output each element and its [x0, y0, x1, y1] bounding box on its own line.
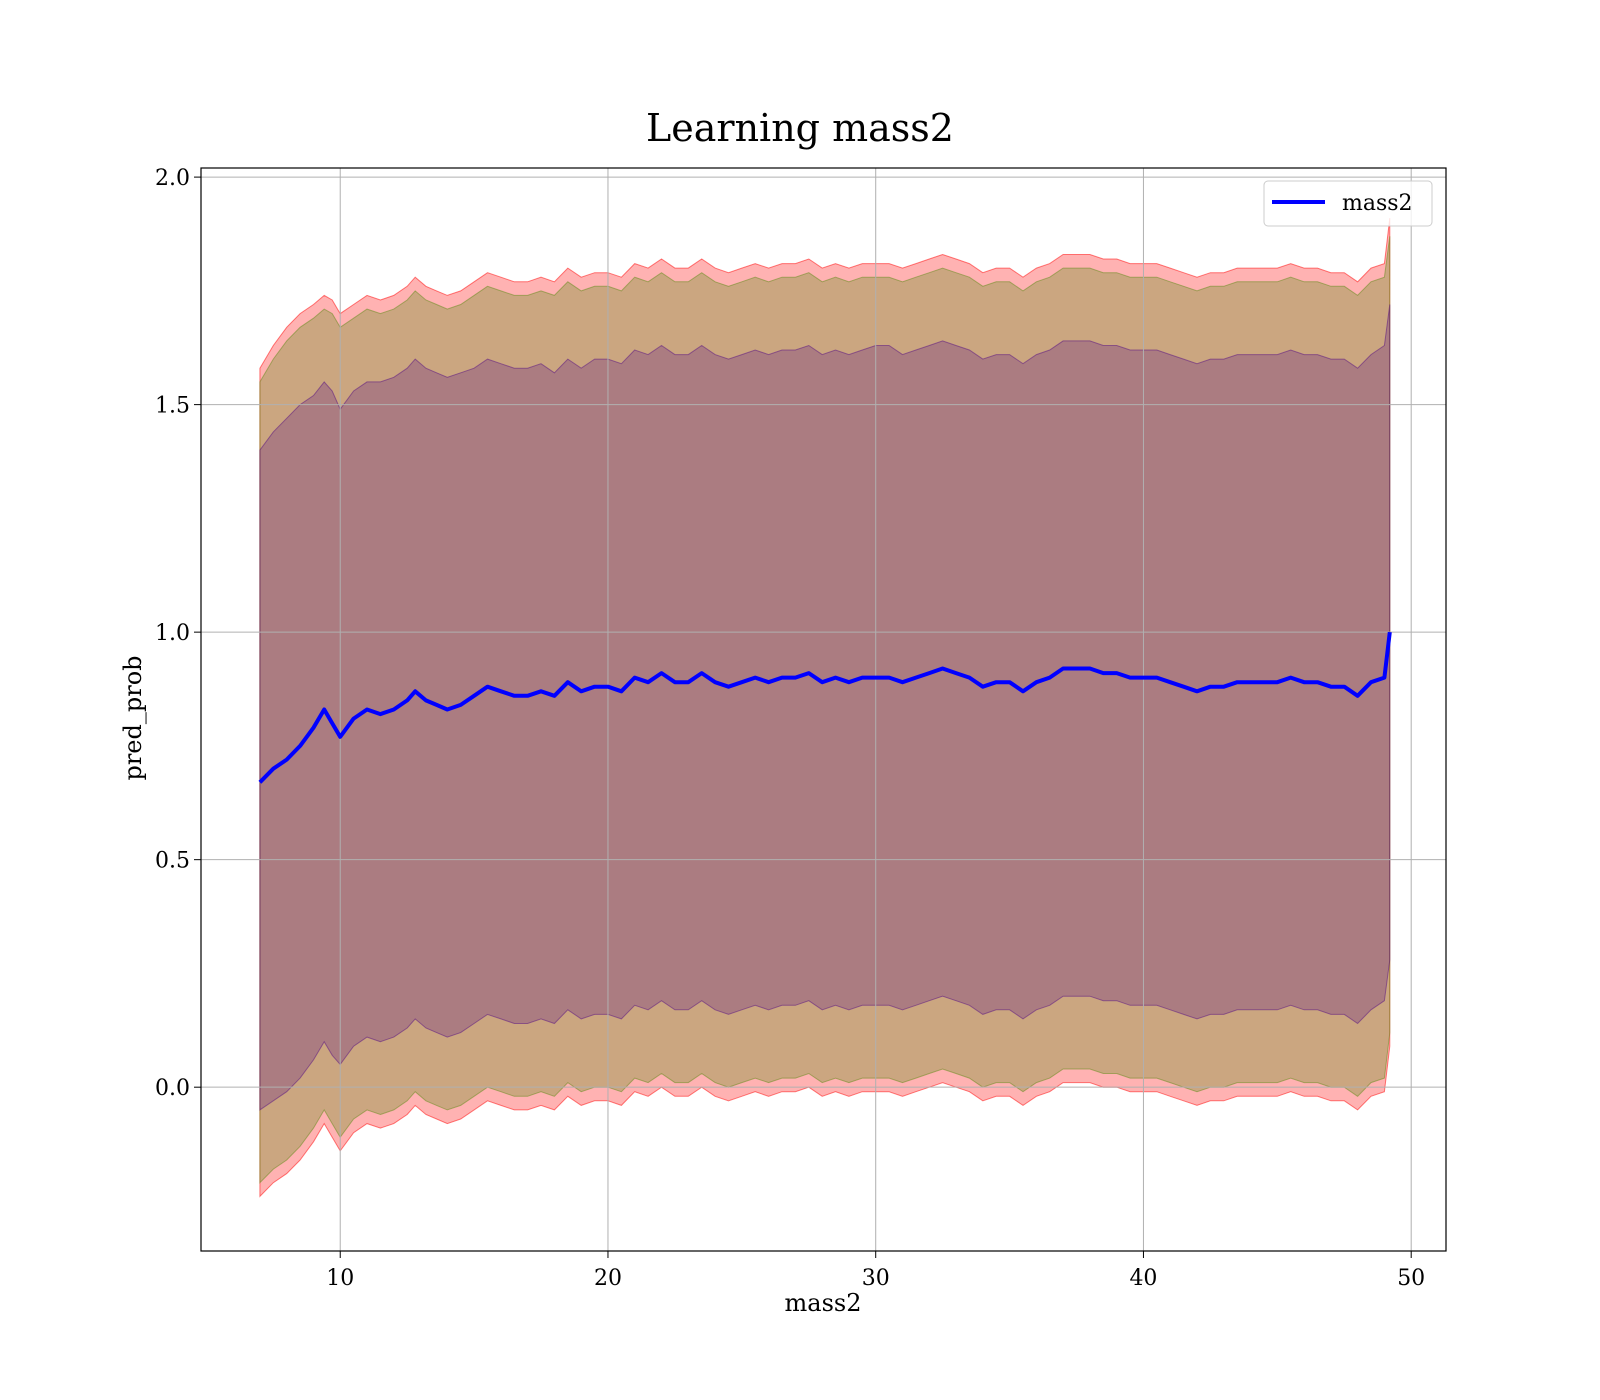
legend-box — [1263, 180, 1433, 227]
legend-entry-mass2: mass2 — [1342, 191, 1413, 216]
band-2 — [259, 304, 1391, 1111]
band-0 — [259, 218, 1391, 1198]
series-line-mass2 — [258, 631, 1392, 784]
x-tick-label: 10 — [326, 1266, 354, 1291]
y-tick-label: 1.0 — [155, 621, 190, 646]
band-1 — [259, 236, 1391, 1184]
y-tick-label: 1.5 — [155, 394, 190, 419]
series-lines — [258, 631, 1392, 784]
y-tick-label: 0.0 — [155, 1076, 190, 1101]
legend: mass2 — [1263, 180, 1433, 227]
confidence-bands — [259, 218, 1391, 1198]
y-axis-label: pred_prob — [119, 655, 147, 780]
chart-title: Learning mass2 — [646, 106, 954, 150]
x-tick-label: 40 — [1129, 1266, 1157, 1291]
x-axis-label: mass2 — [785, 1289, 862, 1317]
y-tick-label: 2.0 — [155, 166, 190, 191]
x-tick-label: 20 — [594, 1266, 622, 1291]
grid — [201, 168, 1446, 1251]
axes-frame — [200, 167, 1447, 1252]
x-tick-label: 50 — [1397, 1266, 1425, 1291]
x-tick-label: 30 — [862, 1266, 890, 1291]
y-tick-label: 0.5 — [155, 849, 190, 874]
tick-labels: 10 20 30 40 50 0.0 0.5 1.0 1.5 2.0 — [155, 166, 1425, 1291]
axis-ticks — [194, 176, 1412, 1258]
